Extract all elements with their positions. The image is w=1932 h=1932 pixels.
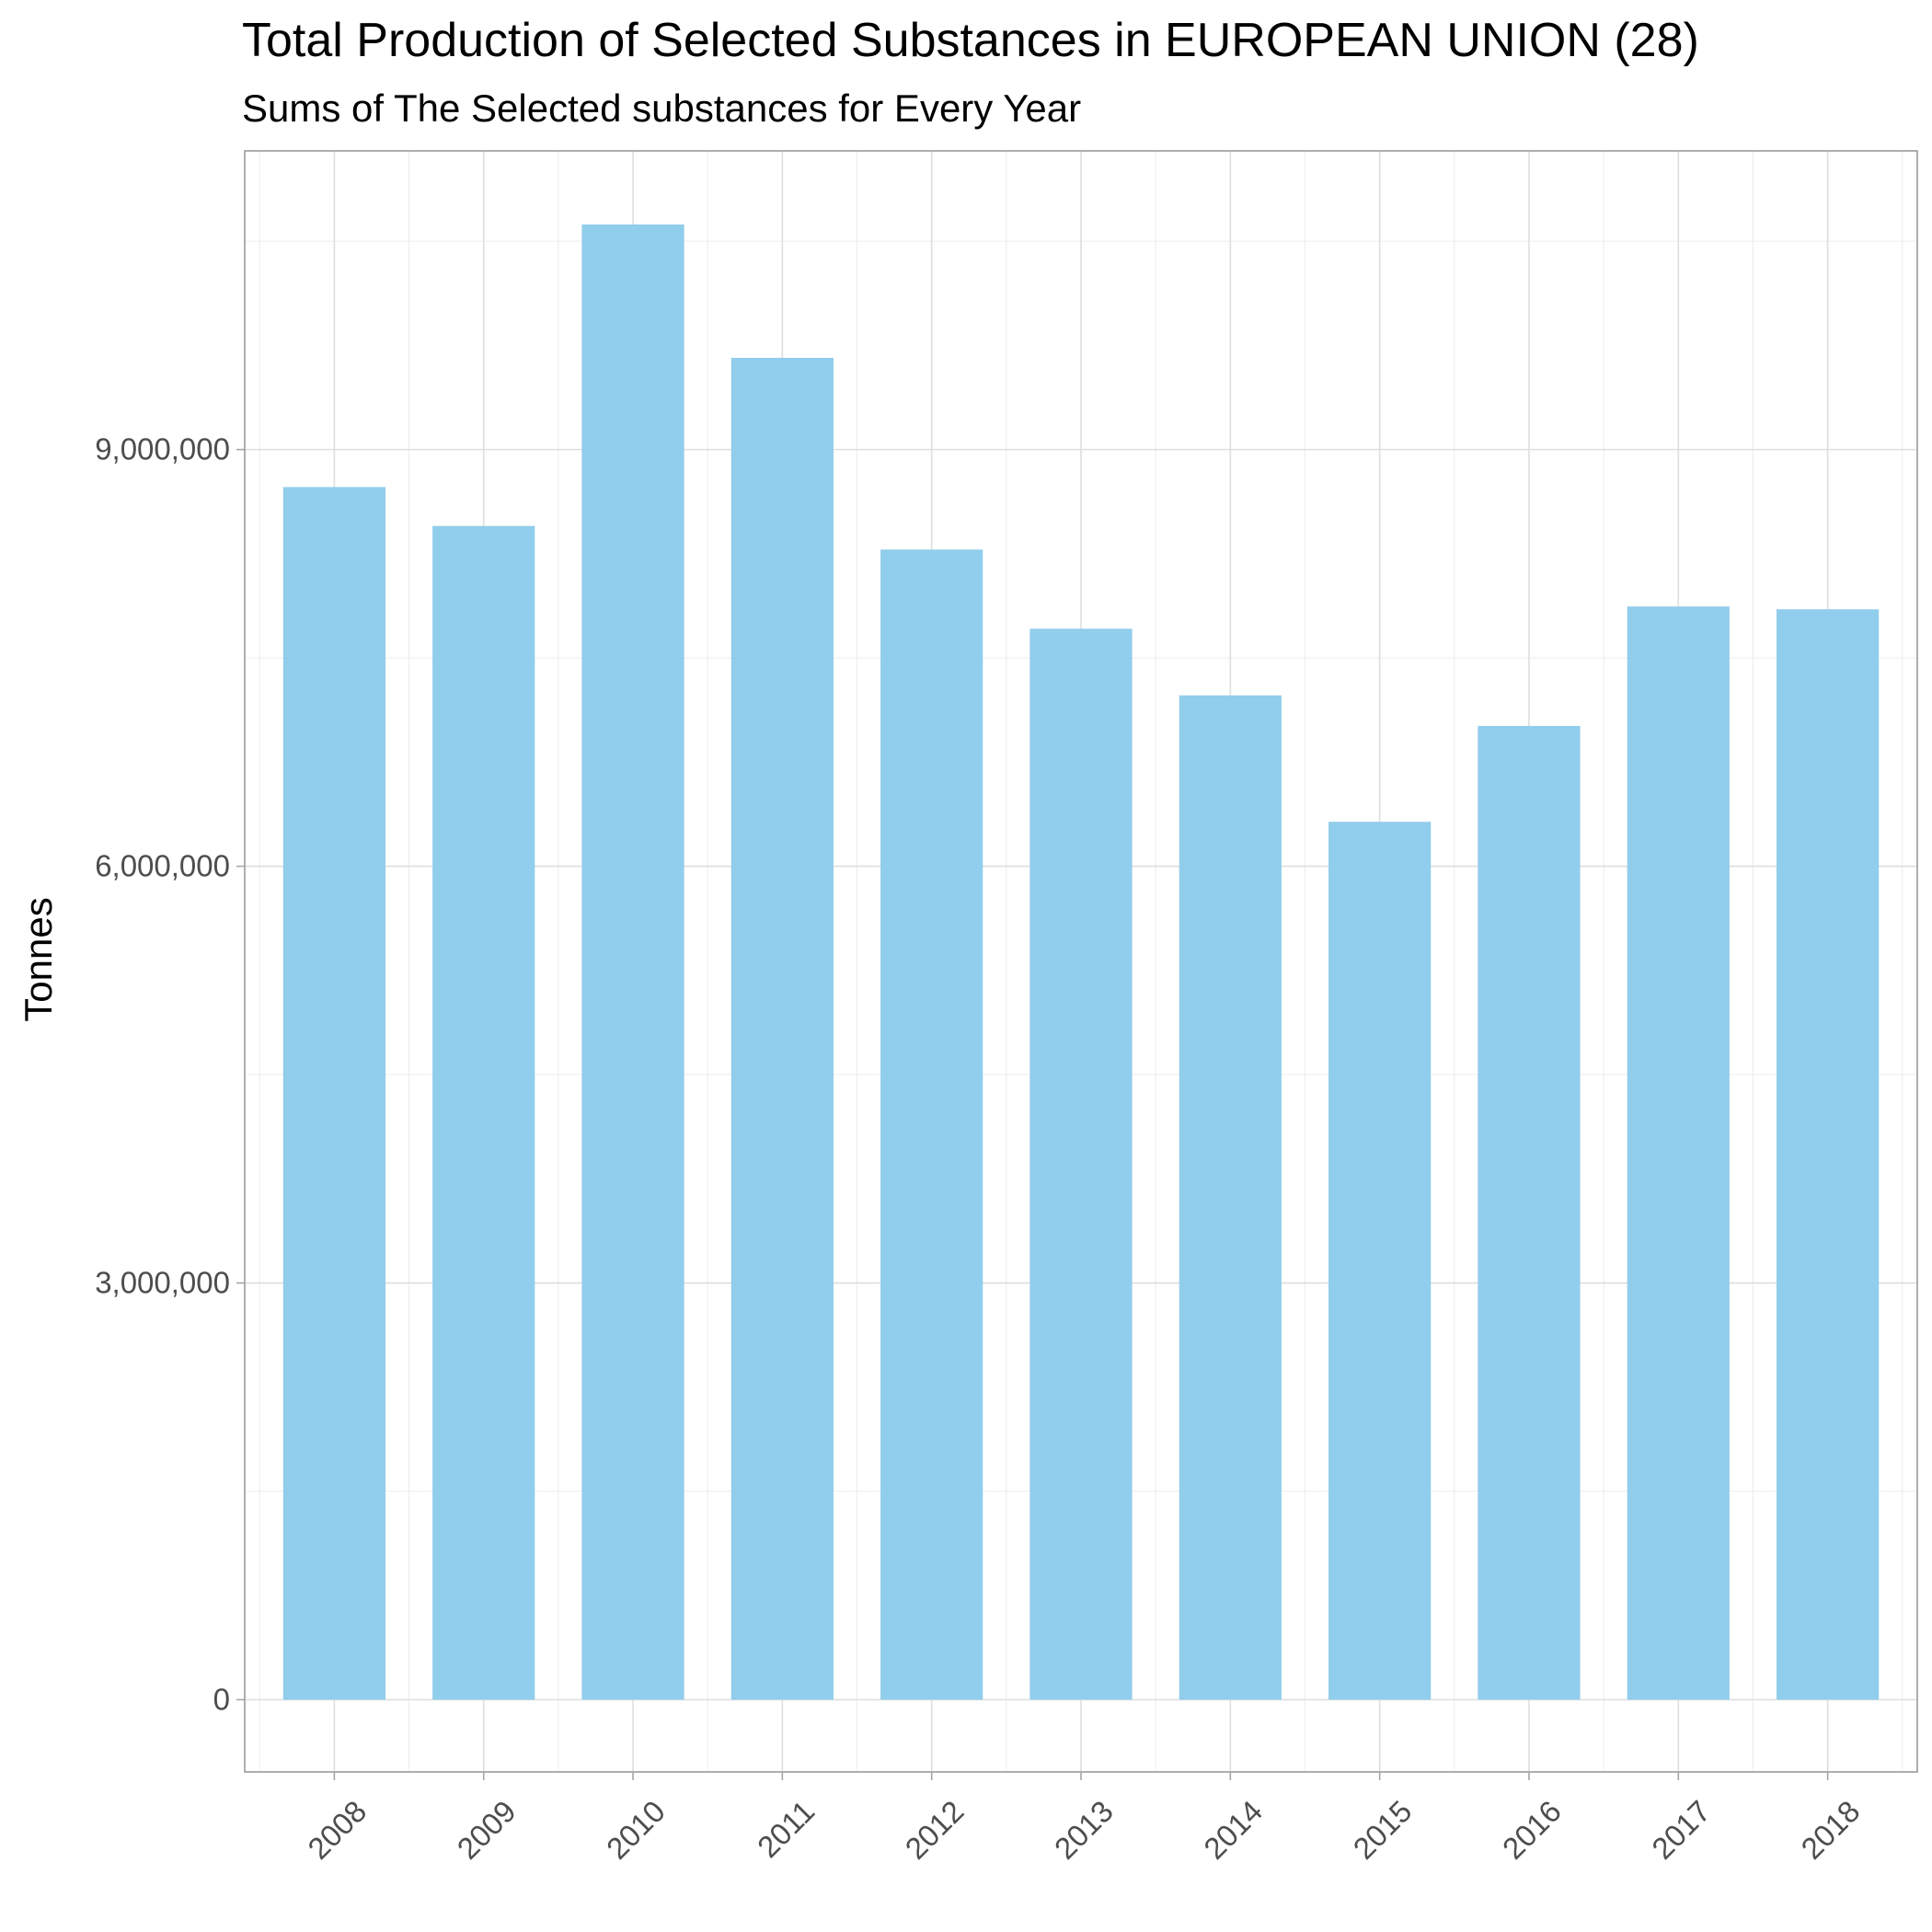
bar-2012 xyxy=(880,549,983,1700)
x-tick-label-2016: 2016 xyxy=(1496,1794,1568,1866)
x-tick-label-2009: 2009 xyxy=(451,1794,523,1866)
bar-2016 xyxy=(1478,726,1581,1700)
y-tick-label: 6,000,000 xyxy=(95,849,230,883)
x-tick-label-2015: 2015 xyxy=(1346,1794,1418,1866)
bar-2010 xyxy=(581,224,684,1700)
y-tick-label: 3,000,000 xyxy=(95,1266,230,1300)
bar-2008 xyxy=(282,487,385,1700)
x-tick-label-2010: 2010 xyxy=(600,1794,672,1866)
x-tick-label-2008: 2008 xyxy=(301,1794,373,1866)
bar-2017 xyxy=(1627,606,1730,1700)
x-tick-label-2012: 2012 xyxy=(899,1794,971,1866)
bar-2015 xyxy=(1328,822,1432,1700)
chart-title: Total Production of Selected Substances … xyxy=(242,14,1699,67)
bar-2009 xyxy=(432,525,535,1700)
y-axis-label: Tonnes xyxy=(17,897,60,1021)
x-tick-label-2014: 2014 xyxy=(1197,1794,1269,1866)
chart-subtitle: Sums of The Selected substances for Ever… xyxy=(242,86,1081,130)
bar-2011 xyxy=(730,357,834,1700)
x-tick-label-2011: 2011 xyxy=(751,1794,821,1864)
bar-2013 xyxy=(1029,628,1133,1700)
bar-2014 xyxy=(1179,695,1282,1700)
bar-2018 xyxy=(1777,609,1880,1700)
x-tick-label-2013: 2013 xyxy=(1048,1794,1120,1866)
y-tick-label: 9,000,000 xyxy=(95,432,230,466)
y-tick-label: 0 xyxy=(213,1682,230,1716)
bars xyxy=(282,224,1880,1700)
x-tick-label-2017: 2017 xyxy=(1645,1794,1717,1866)
x-tick-label-2018: 2018 xyxy=(1794,1794,1866,1866)
